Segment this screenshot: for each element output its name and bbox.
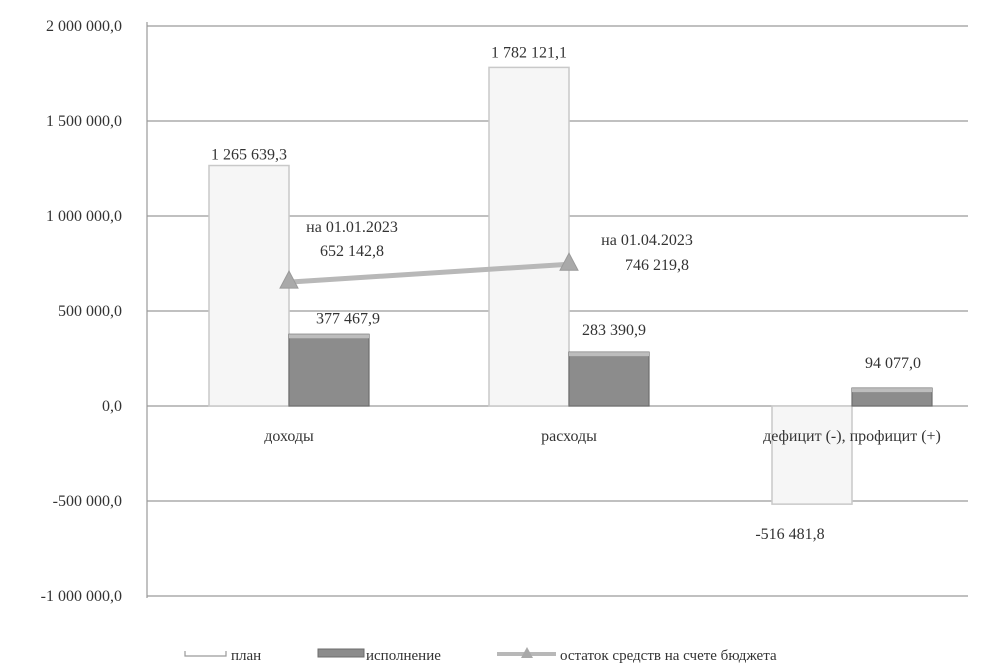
execution-value-label: 377 467,9: [316, 310, 380, 327]
execution-value-label: 94 077,0: [865, 355, 921, 372]
execution-value-label: 283 390,9: [582, 322, 646, 339]
legend-execution-swatch: [317, 648, 365, 658]
legend-plan-swatch: [184, 651, 227, 657]
legend: план исполнение остаток средств на счете б…: [184, 647, 777, 664]
y-tick-label: 1 000 000,0: [46, 208, 122, 225]
plan-value-label: 1 265 639,3: [211, 147, 287, 164]
execution-bar: [288, 333, 370, 407]
execution-bar-highlight: [569, 352, 649, 357]
plan-value-label: -516 481,8: [755, 526, 824, 543]
plan-bar: [208, 164, 290, 407]
bars: [208, 66, 933, 505]
legend-balance-marker: [521, 647, 533, 658]
category-label: дефицит (-), профицит (+): [763, 428, 941, 445]
balance-line: [279, 252, 579, 289]
execution-bar-highlight: [852, 388, 932, 393]
labels: 1 265 639,3 1 782 121,1 -516 481,8 377 467,…: [211, 44, 941, 543]
balance-value-label: 652 142,8: [320, 243, 384, 260]
legend-plan-label: план: [231, 648, 261, 664]
balance-marker: [279, 270, 299, 289]
y-tick-label: 2 000 000,0: [46, 18, 122, 35]
y-tick-label: -1 000 000,0: [41, 588, 122, 605]
y-axis: -1 000 000,0 -500 000,0 0,0 500 000,0 1 000 …: [41, 18, 122, 605]
execution-bar: [568, 351, 650, 407]
plan-value-label: 1 782 121,1: [491, 44, 567, 61]
plan-bar: [771, 405, 853, 505]
balance-value-label: 746 219,8: [625, 257, 689, 274]
y-tick-label: 500 000,0: [58, 303, 122, 320]
category-label: расходы: [541, 428, 597, 445]
legend-execution-label: исполнение: [366, 648, 441, 664]
balance-date-label: на 01.01.2023: [306, 219, 398, 236]
y-tick-label: -500 000,0: [53, 493, 122, 510]
balance-date-label: на 01.04.2023: [601, 232, 693, 249]
y-tick-label: 0,0: [102, 398, 122, 415]
category-label: доходы: [264, 428, 314, 445]
legend-balance-label: остаток средств на счете бюджета: [560, 648, 777, 664]
balance-line-segment: [286, 261, 572, 285]
y-tick-label: 1 500 000,0: [46, 113, 122, 130]
plan-bar: [488, 66, 570, 407]
execution-bar-highlight: [289, 334, 369, 339]
balance-marker: [559, 252, 579, 271]
